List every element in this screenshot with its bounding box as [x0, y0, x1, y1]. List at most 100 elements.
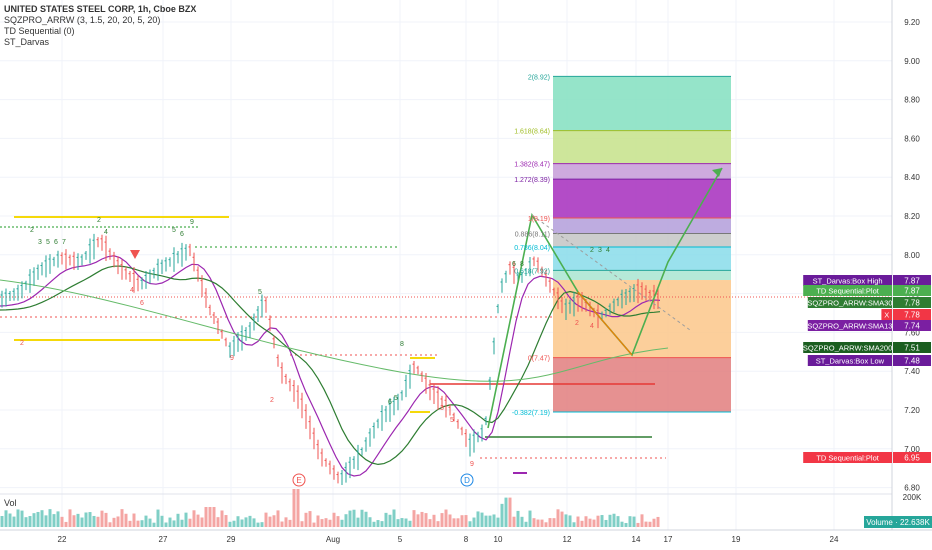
price-label-value: [893, 297, 931, 308]
price-label-name: [803, 452, 892, 463]
volume-bar: [8, 513, 12, 527]
volume-bar: [368, 517, 372, 527]
volume-bar: [48, 509, 52, 527]
price-label-value-text: 7.48: [904, 357, 920, 366]
volume-bar: [284, 517, 288, 527]
volume-bar: [320, 519, 324, 527]
volume-bar: [68, 509, 72, 527]
fibonacci-extension[interactable]: [553, 75, 731, 413]
td-count-up: 7: [62, 239, 66, 246]
volume-bar: [348, 510, 352, 527]
event-marker-e[interactable]: E: [292, 473, 306, 487]
volume-bar: [584, 516, 588, 527]
fib-level-label: 0.886(8.11): [515, 231, 550, 238]
price-tick: 6.80: [904, 484, 920, 493]
sell-signal-icon: [130, 250, 140, 259]
volume-bar: [476, 511, 480, 527]
volume-bar: [588, 518, 592, 527]
volume-badge: [864, 516, 932, 528]
volume-bar: [428, 519, 432, 527]
volume-bar: [72, 515, 76, 527]
volume-bar: [144, 515, 148, 527]
price-label-value: [893, 452, 931, 463]
volume-bar: [596, 515, 600, 527]
td-count-up: 4: [104, 229, 108, 236]
volume-bar: [292, 489, 296, 527]
trend-drawings[interactable]: [487, 167, 723, 429]
indicator-td-sequential[interactable]: TD Sequential (0): [4, 26, 75, 36]
price-label-value-text: 7.78: [904, 311, 920, 320]
volume-bar: [404, 518, 408, 527]
volume-bar: [616, 516, 620, 527]
volume-bar: [484, 515, 488, 527]
td-count-up: 2: [30, 227, 34, 234]
volume-bar: [544, 522, 548, 527]
volume-bar: [224, 515, 228, 527]
volume-bar: [632, 516, 636, 527]
time-tick: 12: [563, 535, 572, 544]
time-tick: 29: [227, 535, 236, 544]
volume-bar: [528, 510, 532, 527]
volume-bar: [148, 518, 152, 527]
volume-bar: [336, 516, 340, 527]
fib-zone: [553, 247, 731, 271]
sma200-line: [0, 279, 669, 382]
fib-zone: [553, 130, 731, 164]
td-count-down: 6: [140, 300, 144, 307]
td-count-up: 5: [172, 227, 176, 234]
fib-level-label: 1.272(8.39): [514, 177, 550, 184]
volume-bar: [332, 512, 336, 527]
volume-bar: [108, 522, 112, 527]
price-tick: 7.20: [904, 406, 920, 415]
fib-zone: [553, 179, 731, 218]
volume-bar: [652, 518, 656, 527]
volume-bar: [252, 518, 256, 527]
volume-bar: [172, 520, 176, 527]
volume-bar: [32, 513, 36, 527]
fib-zone: [553, 217, 731, 234]
time-axis[interactable]: 22 27 29 Aug 5 8 10 12 14 17 19 24: [0, 529, 932, 544]
volume-bar: [376, 520, 380, 527]
volume-bar: [60, 516, 64, 527]
volume-bar: [648, 521, 652, 527]
price-tick: 9.20: [904, 18, 920, 27]
price-label-name: [881, 309, 892, 320]
volume-bar: [44, 515, 48, 527]
volume-bar: [396, 519, 400, 527]
volume-bar: [132, 513, 136, 527]
volume-bar: [256, 522, 260, 527]
volume-bar: [40, 510, 44, 527]
td-count-up: 8: [400, 341, 404, 348]
td-count-up: 6: [180, 231, 184, 238]
volume-bar: [344, 514, 348, 527]
price-label-value: [893, 285, 931, 296]
volume-bar: [488, 515, 492, 527]
volume-bar: [608, 514, 612, 527]
volume-bar: [96, 516, 100, 527]
td-count-up: 4: [606, 247, 610, 254]
td-count-up: 9: [190, 219, 194, 226]
volume-bar: [600, 515, 604, 527]
volume-bar: [128, 520, 132, 527]
price-label-name: [803, 342, 892, 353]
volume-bar: [492, 514, 496, 527]
event-marker-d[interactable]: D: [460, 473, 474, 487]
price-label-value: [893, 309, 931, 320]
volume-bar: [620, 521, 624, 527]
price-label-name: [807, 355, 892, 366]
price-label-name-text: TD Sequential:Plot: [816, 454, 879, 463]
volume-bar: [572, 522, 576, 527]
volume-bar: [420, 511, 424, 527]
fib-zone: [553, 163, 731, 180]
volume-label[interactable]: Vol: [4, 498, 17, 508]
volume-bar: [76, 513, 80, 527]
volume-bar: [444, 509, 448, 527]
volume-bar: [264, 512, 268, 527]
indicator-sqzpro[interactable]: SQZPRO_ARRW (3, 1.5, 20, 20, 5, 20): [4, 15, 161, 25]
volume-bar: [448, 514, 452, 527]
volume-bar: [288, 519, 292, 527]
symbol-title[interactable]: UNITED STATES STEEL CORP, 1h, Cboe BZX: [4, 4, 197, 14]
time-tick: 8: [464, 535, 469, 544]
indicator-st-darvas[interactable]: ST_Darvas: [4, 37, 50, 47]
